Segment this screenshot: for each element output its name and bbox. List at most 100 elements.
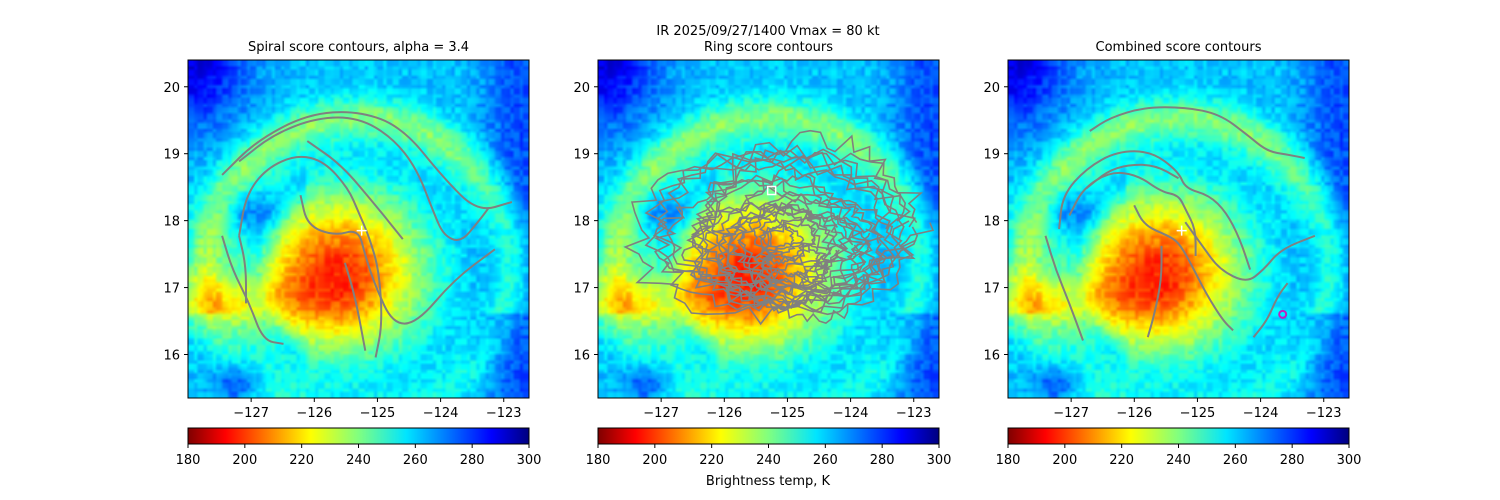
x-tick-label: −127 (233, 406, 269, 421)
y-tick-label: 20 (163, 81, 180, 96)
ring-contour (711, 129, 911, 314)
x-tick-label: −126 (706, 406, 742, 421)
colorbar: 180 200 220 240 260 280 300 (586, 427, 952, 468)
x-tick-label: −125 (1180, 406, 1216, 421)
colorbar-tick-label: 200 (1052, 453, 1077, 468)
y-tick-label: 16 (573, 348, 590, 363)
panel-3: Combined score contours −127 −126 −125 −124 −… (983, 40, 1361, 468)
colorbar-gradient (597, 427, 940, 445)
x-tick-label: −126 (1116, 406, 1152, 421)
colorbar-tick-label: 180 (996, 453, 1021, 468)
x-tick-label: −123 (896, 406, 932, 421)
colorbar-gradient (1007, 427, 1350, 445)
spiral-contour (1089, 106, 1305, 159)
spiral-contour (221, 111, 513, 210)
spiral-contour (1085, 163, 1179, 190)
y-tick-label: 20 (573, 81, 590, 96)
y-tick-label: 17 (163, 282, 180, 297)
colorbar-gradient (187, 427, 530, 445)
colorbar-tick-label: 220 (289, 453, 314, 468)
axes-frame (1007, 59, 1350, 399)
panel-title: Ring score contours (704, 40, 833, 55)
colorbar-tick-label: 300 (517, 453, 542, 468)
axes-frame (187, 59, 530, 399)
y-tick-label: 18 (573, 215, 590, 230)
contour-lines (623, 129, 935, 326)
y-tick-label: 18 (983, 215, 1000, 230)
spiral-contour (238, 116, 489, 241)
colorbar-tick-label: 220 (699, 453, 724, 468)
center-marker-plus (356, 225, 367, 236)
ring-contour (690, 161, 839, 290)
extra-marker-circle (1278, 309, 1288, 319)
spiral-contour (238, 155, 383, 358)
heatmap-image (1008, 60, 1349, 398)
colorbar-tick-label: 240 (346, 453, 371, 468)
ring-contour (686, 163, 917, 316)
ring-contour (759, 223, 805, 266)
y-tick-label: 20 (983, 81, 1000, 96)
x-tick-label: −125 (770, 406, 806, 421)
figure-suptitle: IR 2025/09/27/1400 Vmax = 80 kt (656, 24, 879, 39)
colorbar-tick-label: 180 (176, 453, 201, 468)
y-tick-label: 19 (163, 148, 180, 163)
panel-2: Ring score contours −127 −126 −125 −124 −123 1… (573, 40, 951, 468)
contour-lines (221, 111, 513, 358)
x-tick-label: −124 (833, 406, 869, 421)
x-tick-label: −125 (360, 406, 396, 421)
colorbar-tick-label: 240 (756, 453, 781, 468)
x-tick-label: −126 (296, 406, 332, 421)
x-tick-label: −124 (1243, 406, 1279, 421)
ring-contour (623, 150, 895, 326)
panel-title: Combined score contours (1096, 40, 1262, 55)
y-tick-label: 19 (573, 148, 590, 163)
ring-contour (752, 201, 818, 263)
colorbar-tick-label: 280 (460, 453, 485, 468)
spiral-contour (343, 262, 367, 351)
ring-contour (716, 204, 854, 292)
colorbar-tick-label: 260 (403, 453, 428, 468)
heatmap-image (598, 60, 939, 398)
colorbar-label: Brightness temp, K (706, 474, 831, 489)
contour-lines (1044, 106, 1316, 341)
x-tick-label: −123 (1306, 406, 1342, 421)
colorbar-tick-label: 200 (232, 453, 257, 468)
x-tick-label: −123 (486, 406, 522, 421)
colorbar-tick-label: 240 (1166, 453, 1191, 468)
y-tick-label: 19 (983, 148, 1000, 163)
colorbar-tick-label: 260 (813, 453, 838, 468)
x-tick-label: −127 (643, 406, 679, 421)
y-tick-label: 18 (163, 215, 180, 230)
colorbar-tick-label: 280 (870, 453, 895, 468)
colorbar: 180 200 220 240 260 280 300 (996, 427, 1362, 468)
colorbar-tick-label: 260 (1223, 453, 1248, 468)
y-tick-label: 16 (983, 348, 1000, 363)
spiral-contour (299, 194, 496, 325)
colorbar-tick-label: 300 (1337, 453, 1362, 468)
colorbar: 180 200 220 240 260 280 300 (176, 427, 542, 468)
spiral-contour (1058, 150, 1252, 270)
colorbar-tick-label: 300 (927, 453, 952, 468)
panel-1: Spiral score contours, alpha = 3.4 −127 −1… (163, 40, 541, 468)
spiral-contour (306, 140, 404, 240)
ring-contour (644, 149, 891, 305)
y-tick-label: 17 (573, 282, 590, 297)
colorbar-tick-label: 280 (1280, 453, 1305, 468)
ring-contour (751, 212, 875, 324)
spiral-contour (1184, 221, 1316, 281)
spiral-contour (238, 235, 247, 304)
y-tick-label: 17 (983, 282, 1000, 297)
ring-contour (704, 150, 935, 292)
center-marker-square (766, 185, 777, 196)
panel-title: Spiral score contours, alpha = 3.4 (248, 40, 469, 55)
x-tick-label: −124 (423, 406, 459, 421)
spiral-contour (1133, 204, 1234, 332)
colorbar-tick-label: 200 (642, 453, 667, 468)
spiral-contour (221, 235, 284, 345)
axes-frame (597, 59, 940, 399)
spiral-contour (1146, 245, 1163, 338)
spiral-contour (1044, 235, 1084, 341)
center-marker-plus (1176, 225, 1187, 236)
ring-contour (725, 217, 796, 262)
